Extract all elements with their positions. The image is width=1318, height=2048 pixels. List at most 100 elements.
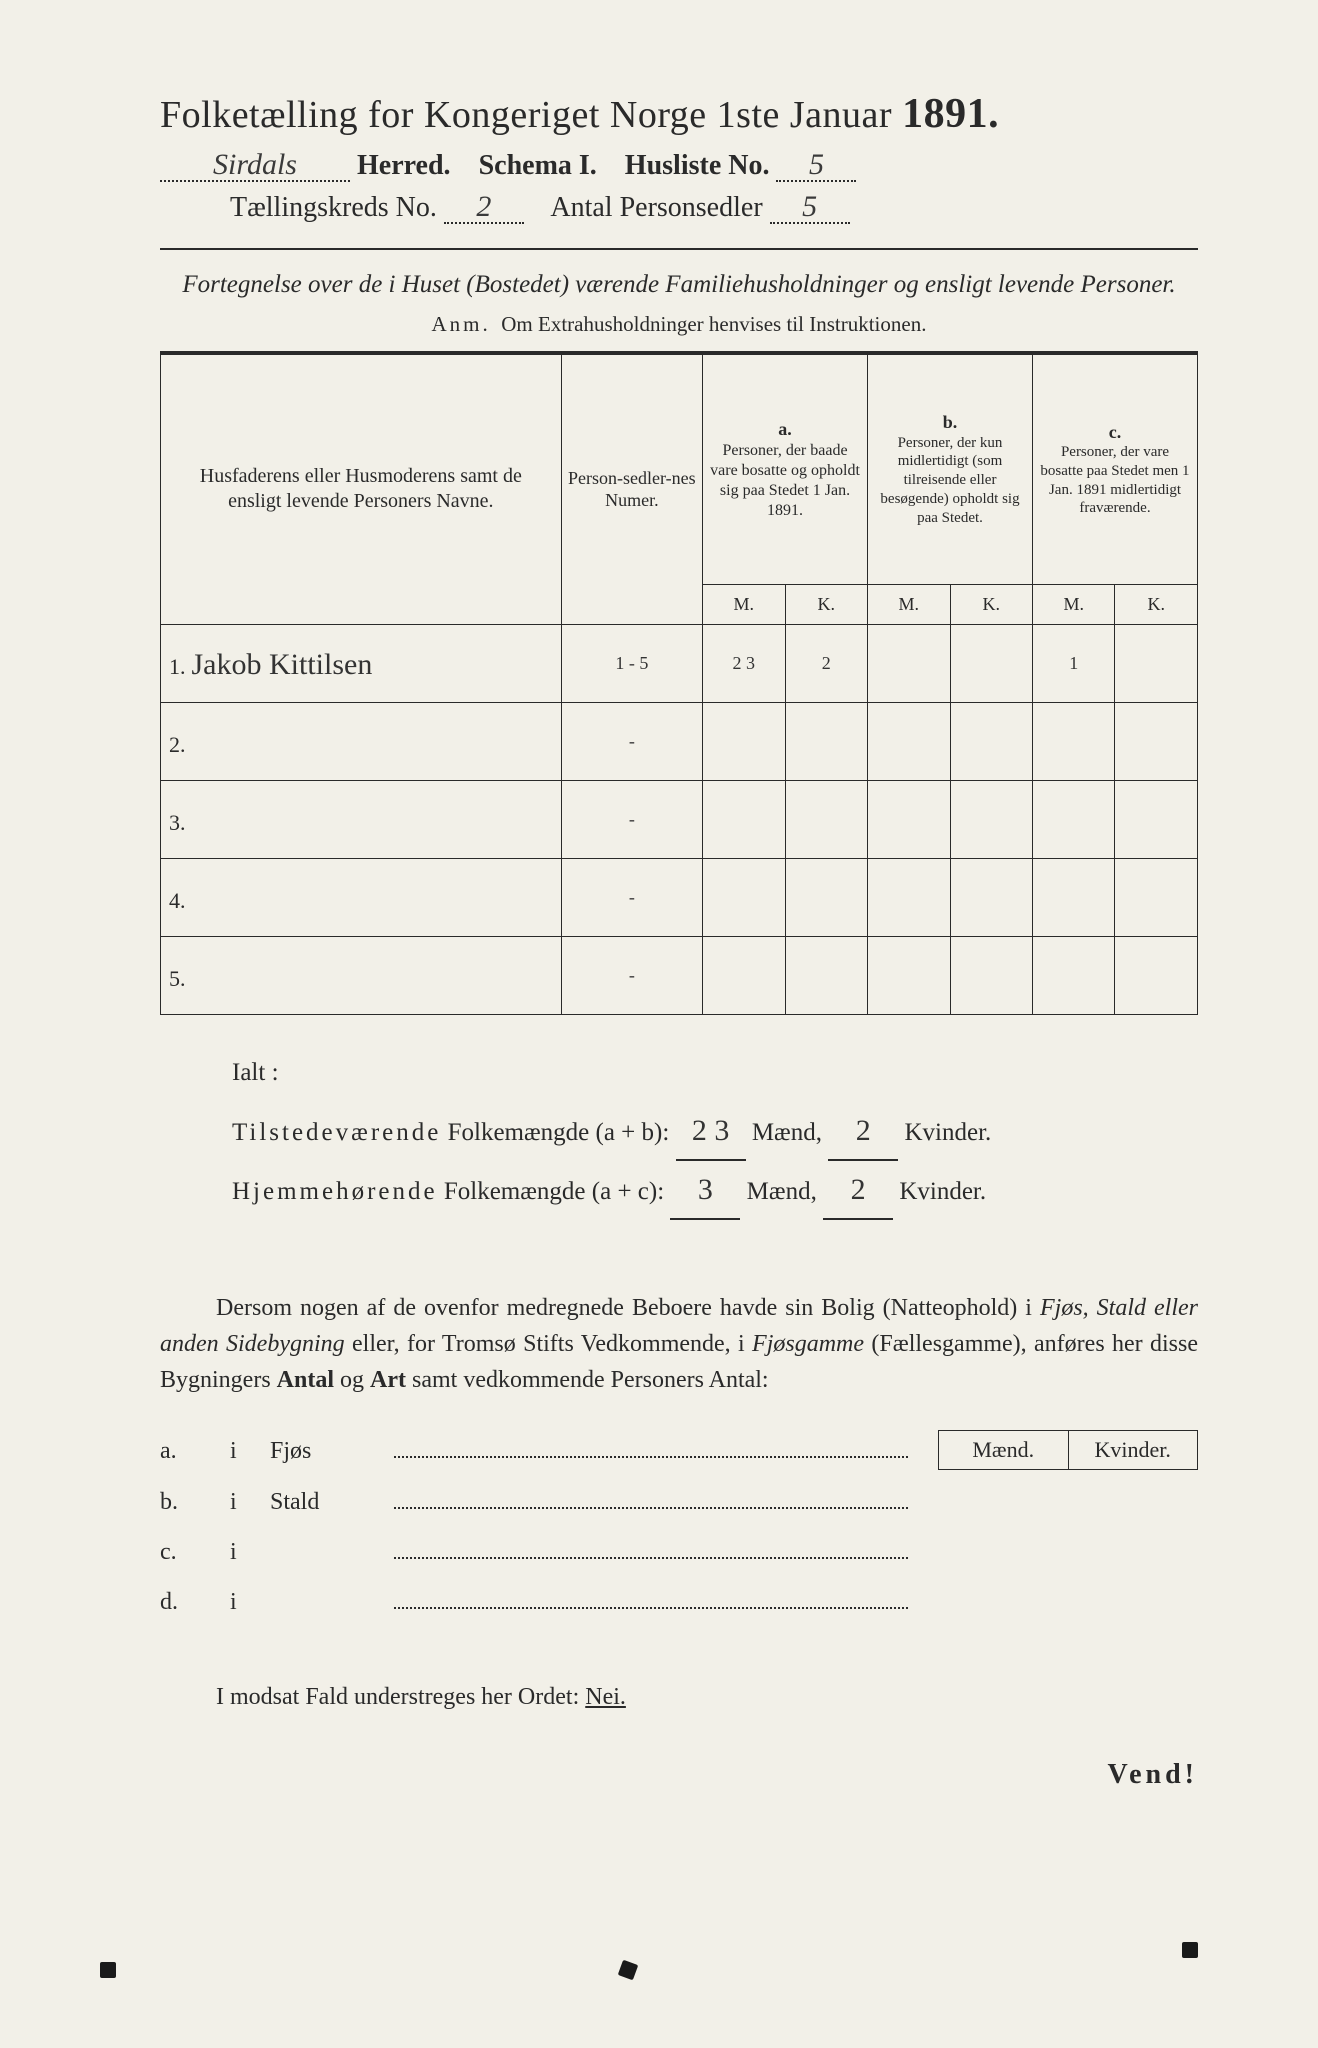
row-c-k bbox=[1115, 624, 1198, 702]
dotted-fill bbox=[394, 1494, 908, 1508]
row-a-m bbox=[703, 702, 785, 780]
pin-icon bbox=[1182, 1942, 1198, 1958]
husliste-value: 5 bbox=[776, 150, 856, 182]
mk-box-holder: Mænd. Kvinder. bbox=[938, 1426, 1198, 1470]
abcd-i: i bbox=[230, 1477, 270, 1527]
census-table: Husfaderens eller Husmoderens samt de en… bbox=[160, 354, 1198, 1015]
row-c-m bbox=[1032, 780, 1114, 858]
row-b-m bbox=[868, 780, 950, 858]
abcd-list: a.iFjøsb.iStaldc.id.i bbox=[160, 1426, 908, 1628]
totals-line-1: Tilstedeværende Folkemængde (a + b): 2 3… bbox=[232, 1102, 1198, 1161]
abcd-row: d.i bbox=[160, 1577, 908, 1627]
abcd-i: i bbox=[230, 1426, 270, 1476]
row-a-k: 2 bbox=[785, 624, 868, 702]
row-b-m bbox=[868, 936, 950, 1014]
herred-value: Sirdals bbox=[160, 150, 350, 182]
row-a-m bbox=[703, 780, 785, 858]
anm-line: Anm. Om Extrahusholdninger henvises til … bbox=[160, 312, 1198, 337]
kreds-value: 2 bbox=[444, 192, 524, 224]
abcd-word: Fjøs bbox=[270, 1426, 390, 1476]
kreds-label: Tællingskreds No. bbox=[230, 192, 437, 223]
row-num: - bbox=[561, 936, 702, 1014]
col-header-c: c. Personer, der vare bosatte paa Stedet… bbox=[1032, 354, 1197, 584]
col-header-name: Husfaderens eller Husmoderens samt de en… bbox=[161, 354, 562, 624]
dwelling-paragraph: Dersom nogen af de ovenfor medregnede Be… bbox=[160, 1290, 1198, 1398]
col-b-k: K. bbox=[950, 584, 1032, 624]
col-b-m: M. bbox=[868, 584, 950, 624]
abcd-word: Stald bbox=[270, 1477, 390, 1527]
total-ab-m: 2 3 bbox=[676, 1102, 746, 1161]
header-line-2: Sirdals Herred. Schema I. Husliste No. 5 bbox=[160, 150, 1198, 182]
anm-text: Om Extrahusholdninger henvises til Instr… bbox=[501, 312, 926, 336]
col-c-k: K. bbox=[1115, 584, 1198, 624]
vend-label: Vend! bbox=[160, 1759, 1198, 1791]
col-header-b: b. Personer, der kun midlertidigt (som t… bbox=[868, 354, 1033, 584]
row-name: 3. bbox=[161, 780, 562, 858]
row-b-k bbox=[950, 702, 1032, 780]
abcd-row: a.iFjøs bbox=[160, 1426, 908, 1476]
abcd-block: a.iFjøsb.iStaldc.id.i Mænd. Kvinder. bbox=[160, 1426, 1198, 1628]
subtitle: Fortegnelse over de i Huset (Bostedet) v… bbox=[160, 268, 1198, 302]
abcd-letter: c. bbox=[160, 1527, 230, 1577]
row-name: 1.Jakob Kittilsen bbox=[161, 624, 562, 702]
abcd-i: i bbox=[230, 1577, 270, 1627]
col-header-num: Person-sedler-nes Numer. bbox=[561, 354, 702, 624]
total-ab-k: 2 bbox=[828, 1102, 898, 1161]
divider bbox=[160, 248, 1198, 250]
abcd-letter: a. bbox=[160, 1426, 230, 1476]
totals-block: Ialt : Tilstedeværende Folkemængde (a + … bbox=[232, 1049, 1198, 1221]
abcd-row: b.iStald bbox=[160, 1477, 908, 1527]
mk-box-k: Kvinder. bbox=[1069, 1431, 1198, 1469]
row-num: 1 - 5 bbox=[561, 624, 702, 702]
schema-label: Schema I. bbox=[479, 150, 597, 181]
table-row: 5.- bbox=[161, 936, 1198, 1014]
col-c-m: M. bbox=[1032, 584, 1114, 624]
herred-label: Herred. bbox=[357, 150, 451, 181]
mk-box-m: Mænd. bbox=[939, 1431, 1069, 1469]
col-header-a: a. Personer, der baade vare bosatte og o… bbox=[703, 354, 868, 584]
ialt-label: Ialt : bbox=[232, 1049, 1198, 1097]
row-num: - bbox=[561, 780, 702, 858]
abcd-i: i bbox=[230, 1527, 270, 1577]
table-row: 3.- bbox=[161, 780, 1198, 858]
pin-icon bbox=[100, 1962, 116, 1978]
row-name: 2. bbox=[161, 702, 562, 780]
mk-box: Mænd. Kvinder. bbox=[938, 1430, 1198, 1470]
row-c-k bbox=[1115, 936, 1198, 1014]
row-b-m bbox=[868, 858, 950, 936]
total-ac-m: 3 bbox=[670, 1161, 740, 1220]
header-line-3: Tællingskreds No. 2 Antal Personsedler 5 bbox=[230, 192, 1198, 224]
row-c-m bbox=[1032, 936, 1114, 1014]
anm-label: Anm. bbox=[432, 312, 491, 336]
row-a-m: 2 3 bbox=[703, 624, 785, 702]
row-a-m bbox=[703, 858, 785, 936]
dotted-fill bbox=[394, 1595, 908, 1609]
table-row: 1.Jakob Kittilsen1 - 52 321 bbox=[161, 624, 1198, 702]
title-year: 1891. bbox=[902, 91, 999, 137]
dotted-fill bbox=[394, 1444, 908, 1458]
row-b-m bbox=[868, 702, 950, 780]
row-b-m bbox=[868, 624, 950, 702]
table-row: 4.- bbox=[161, 858, 1198, 936]
col-a-m: M. bbox=[703, 584, 785, 624]
antal-label: Antal Personsedler bbox=[550, 192, 762, 223]
abcd-row: c.i bbox=[160, 1527, 908, 1577]
table-row: 2.- bbox=[161, 702, 1198, 780]
row-name: 4. bbox=[161, 858, 562, 936]
row-a-k bbox=[785, 702, 868, 780]
row-b-k bbox=[950, 624, 1032, 702]
row-c-m bbox=[1032, 702, 1114, 780]
row-c-k bbox=[1115, 702, 1198, 780]
row-a-k bbox=[785, 858, 868, 936]
nei-word: Nei. bbox=[585, 1684, 626, 1710]
row-num: - bbox=[561, 858, 702, 936]
pin-icon bbox=[618, 1960, 639, 1981]
row-b-k bbox=[950, 780, 1032, 858]
totals-line-2: Hjemmehørende Folkemængde (a + c): 3 Mæn… bbox=[232, 1161, 1198, 1220]
abcd-letter: b. bbox=[160, 1477, 230, 1527]
abcd-letter: d. bbox=[160, 1577, 230, 1627]
row-a-k bbox=[785, 780, 868, 858]
row-c-m bbox=[1032, 858, 1114, 936]
nei-line: I modsat Fald understreges her Ordet: Ne… bbox=[160, 1684, 1198, 1711]
antal-value: 5 bbox=[770, 192, 850, 224]
